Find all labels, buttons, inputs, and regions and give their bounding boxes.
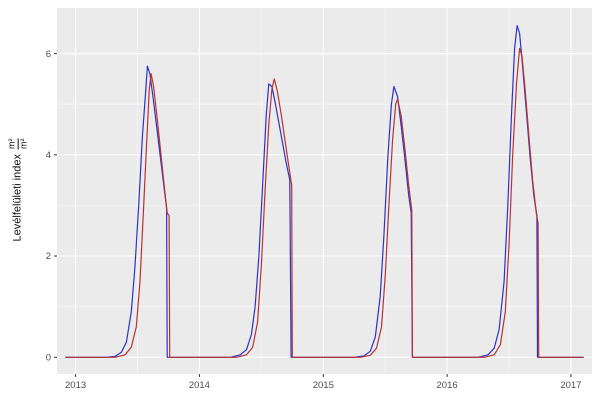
fraction-numerator: m² <box>6 138 17 150</box>
fraction-denominator: m² <box>19 138 29 150</box>
x-tick-label: 2013 <box>65 380 86 391</box>
y-tick-label: 2 <box>46 251 51 262</box>
y-axis-title-text: Levélfelületi index <box>12 154 24 242</box>
blue-line <box>65 25 584 358</box>
y-tick-label: 4 <box>46 150 51 161</box>
x-tick-label: 2016 <box>437 380 458 391</box>
x-tick-label: 2015 <box>313 380 334 391</box>
red-line <box>65 47 584 358</box>
y-tick-label: 6 <box>46 49 51 60</box>
x-tick-label: 2014 <box>189 380 210 391</box>
x-tick-label: 2017 <box>560 380 581 391</box>
y-axis-title-content: Levélfelületi index m² m² <box>6 138 30 242</box>
y-axis-title-fraction: m² m² <box>6 138 30 150</box>
plot-panel <box>57 8 592 374</box>
y-tick-label: 0 <box>46 353 51 364</box>
